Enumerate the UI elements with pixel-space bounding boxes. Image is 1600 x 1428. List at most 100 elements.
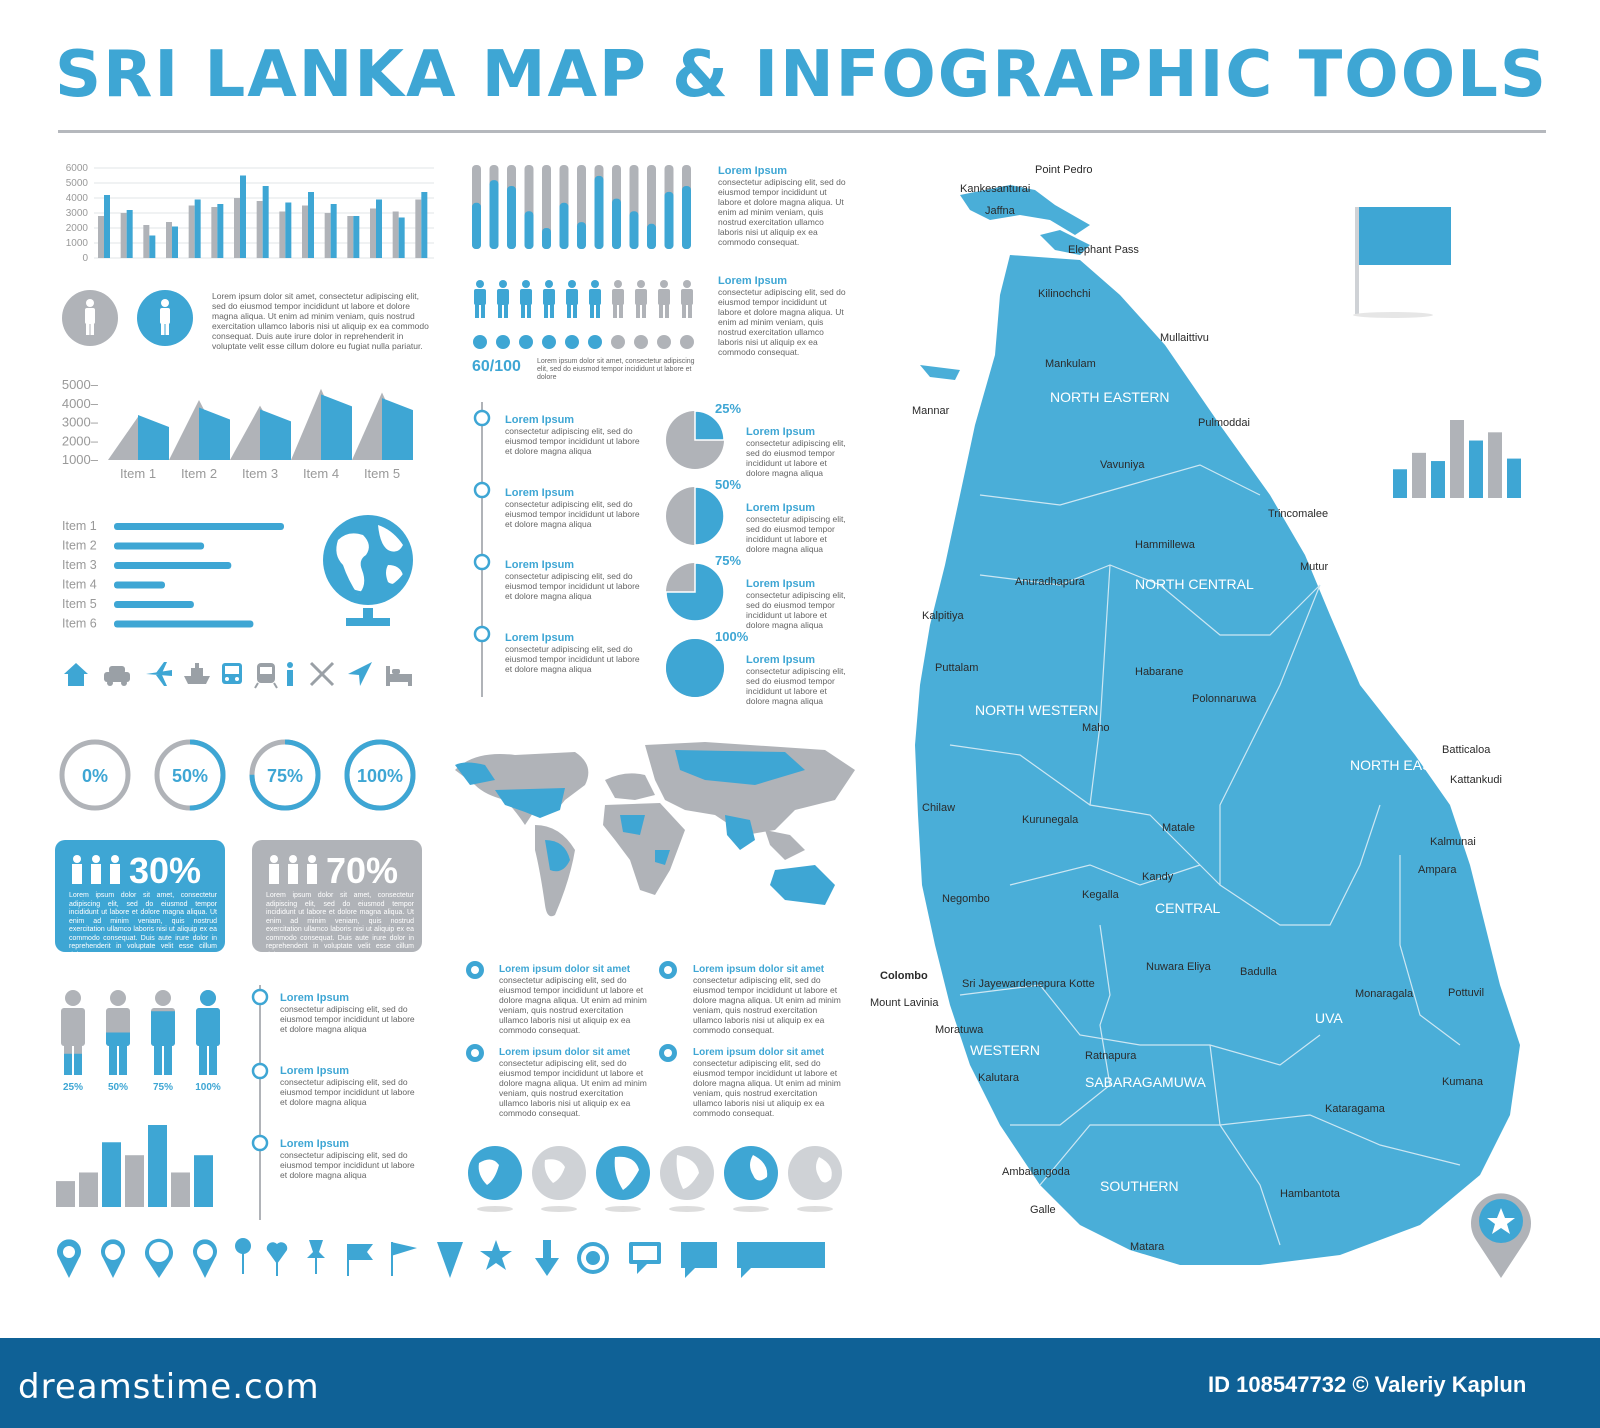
banner-bubble-icon <box>737 1242 825 1278</box>
bar <box>1393 469 1407 498</box>
pie-slice <box>694 410 725 441</box>
bar <box>415 199 422 258</box>
person-body <box>543 289 555 305</box>
donut-fill <box>249 739 321 811</box>
horizontal-bar-chart: Item 1 Item 2 Item 3 Item 4 Item 5 Item 6 <box>62 519 284 631</box>
pictogram-dot <box>634 335 648 349</box>
pie-label: 100% <box>715 629 749 644</box>
province-borders <box>949 464 1461 1246</box>
bar <box>79 1172 98 1207</box>
people-group-icon <box>72 855 120 884</box>
pictogram-person <box>474 280 486 318</box>
city-label: Batticaloa <box>1442 744 1491 756</box>
region-label: SOUTHERN <box>1100 1178 1179 1194</box>
vertical-progress-bars <box>472 165 691 249</box>
person-body <box>474 289 486 305</box>
timeline-item-title: Lorem Ipsum <box>280 1138 350 1150</box>
person-leg <box>642 304 646 318</box>
ratio-text: Lorem ipsum dolor sit amet, consectetur … <box>537 358 695 381</box>
bar-label: Item 6 <box>62 617 97 631</box>
bar-chart-bottom-left <box>56 1125 213 1207</box>
timeline-item: Lorem Ipsum consectetur adipiscing elit,… <box>280 992 420 1034</box>
person-label: 50% <box>108 1082 128 1093</box>
area-segment <box>321 394 352 460</box>
stat-card-text: Lorem ipsum dolor sit amet, consectetur … <box>266 892 414 959</box>
bar <box>194 199 201 258</box>
map-pin-icon <box>193 1239 217 1278</box>
timeline-item-title: Lorem Ipsum <box>505 559 575 571</box>
city-label: Kegalla <box>1082 889 1120 901</box>
globe-icon <box>532 1146 586 1212</box>
region-label: CENTRAL <box>1155 900 1221 916</box>
arrow-pointer-icon <box>437 1242 463 1278</box>
person-leg <box>573 304 577 318</box>
pin-icons-row <box>57 1238 825 1278</box>
pie-text-title: Lorem Ipsum <box>746 502 816 514</box>
bar <box>392 211 399 258</box>
jaffna-peninsula <box>960 185 1090 235</box>
text-block-title: Lorem Ipsum <box>718 275 788 287</box>
pie-slice <box>666 639 724 697</box>
lorem-paragraph: Lorem ipsum dolor sit amet, consectetur … <box>212 291 429 351</box>
globe-icon <box>596 1146 650 1212</box>
bar <box>56 1181 75 1207</box>
flag-icon <box>347 1244 373 1276</box>
map-pin-icon <box>145 1238 173 1278</box>
timeline-item-text: consectetur adipiscing elit, sed do eius… <box>505 499 640 529</box>
progress-fill <box>612 198 621 249</box>
person-leg <box>154 1045 162 1075</box>
city-label: Kilinochchi <box>1038 288 1091 300</box>
city-label: Colombo <box>880 970 928 982</box>
globe-icon <box>788 1146 842 1212</box>
y-tick-label: 6000 <box>66 163 89 174</box>
speech-bubble-filled-icon <box>681 1242 717 1278</box>
person-body <box>612 289 624 305</box>
hbar <box>114 581 165 589</box>
person-leg <box>665 304 669 318</box>
person-body <box>589 289 601 305</box>
title-divider <box>58 130 1546 133</box>
text-block-body: consectetur adipiscing elit, sed do eius… <box>718 287 846 357</box>
y-tick-label: 3000 <box>66 208 89 219</box>
pie-text-body: consectetur adipiscing elit, sed do eius… <box>746 514 846 554</box>
ratio-label: 60/100 <box>472 358 521 375</box>
globe-icon <box>660 1146 714 1212</box>
person-leg <box>619 304 623 318</box>
bar <box>125 1155 144 1207</box>
bar-label: Item 1 <box>62 519 97 533</box>
bar <box>98 216 104 258</box>
pictogram-person <box>497 280 509 318</box>
bar <box>149 235 156 258</box>
progress-fill <box>577 222 586 249</box>
city-labels: Point Pedro Kankesanturai Jaffna Elephant P… <box>870 164 1502 1253</box>
bar <box>194 1155 213 1207</box>
bar <box>240 175 246 258</box>
footer-id: ID 108547732 © Valeriy Kaplun <box>1208 1372 1527 1397</box>
map-pin-icon <box>101 1239 125 1278</box>
person-body <box>106 1032 130 1046</box>
person-fill <box>151 1011 175 1075</box>
airplane-icon <box>146 662 172 686</box>
region-label: NORTH EASTERN <box>1350 757 1470 773</box>
pie-text: Lorem Ipsum consectetur adipiscing elit, … <box>746 502 851 554</box>
person-label: 75% <box>153 1082 173 1093</box>
progress-fill <box>489 180 499 249</box>
person-head <box>110 990 126 1006</box>
donut-progress-row: 0% 50% 75% 100% <box>59 739 416 811</box>
progress-track <box>542 165 551 249</box>
car-icon <box>104 666 130 686</box>
target-icon <box>577 1242 609 1274</box>
pie-text: Lorem Ipsum consectetur adipiscing elit, … <box>746 426 851 478</box>
person-leg <box>475 304 479 318</box>
bar <box>1507 458 1521 498</box>
pie-slice <box>665 562 725 622</box>
stat-card-percent: 70% <box>326 850 399 891</box>
region-label: WESTERN <box>970 1042 1040 1058</box>
area-chart: 5000– 4000– 3000– 2000– 1000– Item 1 Item 2 Ite… <box>62 377 413 481</box>
city-label: Matale <box>1162 822 1195 834</box>
bar <box>279 211 286 258</box>
pictogram-person <box>658 280 670 318</box>
progress-fill <box>559 202 569 249</box>
progress-fill <box>472 202 481 249</box>
city-label: Mutur <box>1300 561 1328 573</box>
